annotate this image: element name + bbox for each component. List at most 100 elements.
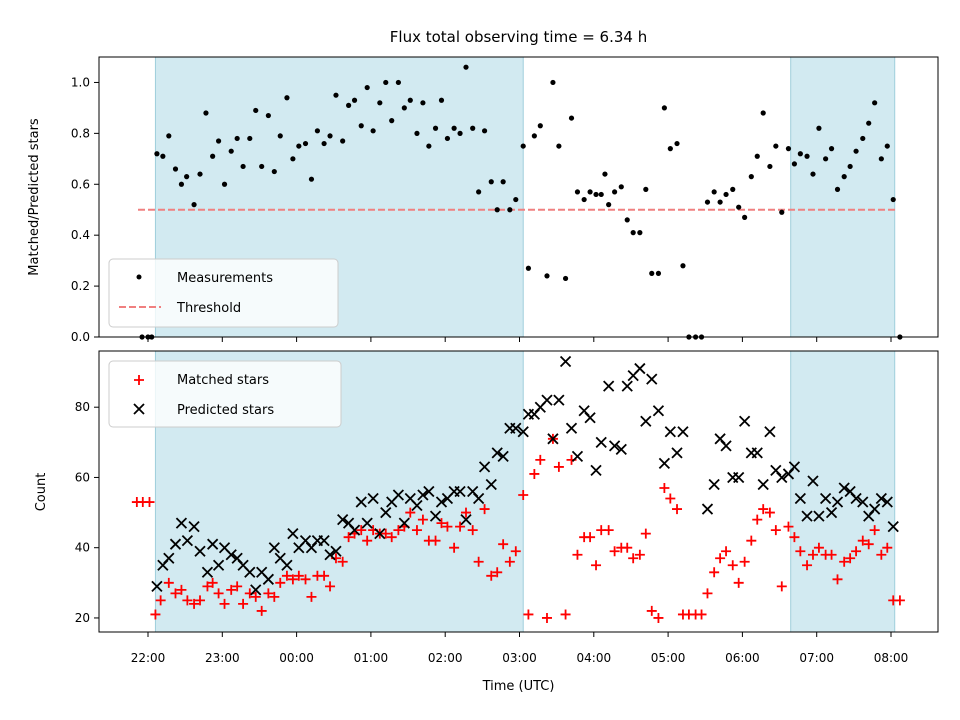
- measurement-point: [346, 102, 352, 108]
- predicted-star-point: [398, 517, 410, 529]
- predicted-star-point: [460, 513, 472, 526]
- measurement-point: [797, 151, 803, 157]
- matched-star-point: [523, 609, 534, 620]
- predicted-star-point: [181, 535, 194, 547]
- predicted-star-point: [244, 566, 256, 578]
- matched-star-point: [789, 532, 800, 543]
- measurement-point: [637, 230, 643, 236]
- matched-star-point: [319, 570, 330, 581]
- matched-star-point: [492, 567, 503, 578]
- matched-star-point: [442, 521, 453, 532]
- matched-star-point: [337, 556, 348, 567]
- predicted-star-point: [658, 457, 671, 470]
- predicted-star-point: [330, 545, 342, 557]
- matched-star-point: [845, 553, 856, 564]
- measurement-points: [139, 64, 903, 340]
- predicted-star-point: [615, 443, 627, 455]
- measurement-point: [321, 140, 327, 147]
- matched-star-point: [170, 588, 181, 599]
- predicted-star-point: [801, 510, 813, 522]
- matched-star-point: [603, 525, 614, 536]
- predicted-star-point: [881, 496, 893, 508]
- matched-star-point: [362, 535, 373, 546]
- x-tick-label: 22:00: [131, 651, 166, 665]
- measurement-point: [210, 153, 216, 159]
- measurement-point: [470, 125, 476, 131]
- matched-star-point: [356, 525, 367, 536]
- predicted-star-point: [776, 471, 788, 484]
- measurement-point: [296, 143, 302, 149]
- legend-label-measurements: Measurements: [177, 271, 273, 286]
- matched-star-point: [473, 556, 484, 567]
- predicted-star-point: [163, 552, 175, 564]
- predicted-star-point: [212, 559, 225, 571]
- x-tick-label: 01:00: [354, 651, 389, 665]
- x-tick-label: 03:00: [502, 651, 537, 665]
- matched-star-point: [672, 504, 683, 515]
- measurement-point: [438, 97, 445, 103]
- measurement-point: [308, 176, 315, 182]
- measurement-point: [748, 174, 754, 180]
- predicted-star-point: [151, 580, 163, 592]
- measurement-point: [711, 189, 717, 195]
- matched-star-point: [417, 514, 428, 525]
- predicted-star-point: [374, 528, 386, 540]
- measurement-point: [476, 189, 482, 195]
- measurement-point: [823, 156, 829, 162]
- predicted-star-point: [590, 464, 602, 477]
- bottom-x-ticks: 22:00 23:00 00:00 01:00 02:00 03:00 04:00 05:00…: [131, 632, 908, 665]
- predicted-star-point: [565, 422, 578, 434]
- measurement-point: [253, 107, 259, 114]
- predicted-star-point: [788, 461, 801, 473]
- matched-star-point: [709, 567, 720, 578]
- measurement-point: [680, 263, 686, 269]
- predicted-star-point: [225, 549, 237, 561]
- predicted-star-point: [571, 450, 584, 463]
- matched-star-point: [535, 454, 546, 465]
- observing-window: [790, 56, 896, 338]
- matched-star-point: [560, 609, 571, 620]
- predicted-star-point: [175, 517, 188, 529]
- measurement-point: [191, 202, 197, 208]
- matched-star-point: [393, 525, 404, 536]
- matched-star-point: [498, 539, 509, 550]
- measurement-point: [550, 79, 556, 86]
- predicted-star-point: [517, 426, 529, 438]
- predicted-star-point: [559, 355, 572, 368]
- measurement-point: [414, 130, 420, 136]
- measurement-point: [667, 146, 673, 152]
- measurement-point: [259, 163, 265, 170]
- matched-star-point: [405, 507, 416, 518]
- predicted-star-point: [435, 496, 448, 508]
- measurement-point: [853, 148, 859, 154]
- predicted-star-point: [733, 471, 745, 484]
- matched-star-point: [857, 535, 868, 546]
- predicted-star-point: [380, 506, 392, 519]
- predicted-star-point: [671, 447, 683, 459]
- measurement-point: [494, 207, 500, 213]
- matched-star-point: [287, 574, 298, 585]
- measurement-point: [525, 265, 532, 271]
- measurement-point: [661, 105, 667, 111]
- measurement-point: [884, 143, 890, 149]
- matched-star-point: [696, 609, 707, 620]
- predicted-star-point: [813, 510, 825, 522]
- matched-star-point: [176, 584, 187, 595]
- measurement-point: [166, 133, 172, 139]
- measurement-point: [760, 110, 766, 116]
- predicted-star-point: [850, 492, 862, 505]
- measurement-point: [333, 92, 339, 98]
- measurement-point: [674, 140, 680, 147]
- predicted-star-point: [423, 485, 435, 498]
- matched-star-point: [851, 546, 862, 557]
- predicted-star-point: [677, 426, 689, 438]
- measurement-point: [277, 133, 283, 139]
- measurement-point: [717, 199, 723, 205]
- measurement-point: [531, 133, 537, 139]
- matched-star-point: [826, 549, 837, 560]
- measurement-point: [574, 189, 581, 195]
- x-tick-label: 23:00: [205, 651, 240, 665]
- predicted-star-point: [392, 489, 405, 501]
- measurement-point: [351, 97, 358, 103]
- predicted-star-point: [553, 394, 565, 406]
